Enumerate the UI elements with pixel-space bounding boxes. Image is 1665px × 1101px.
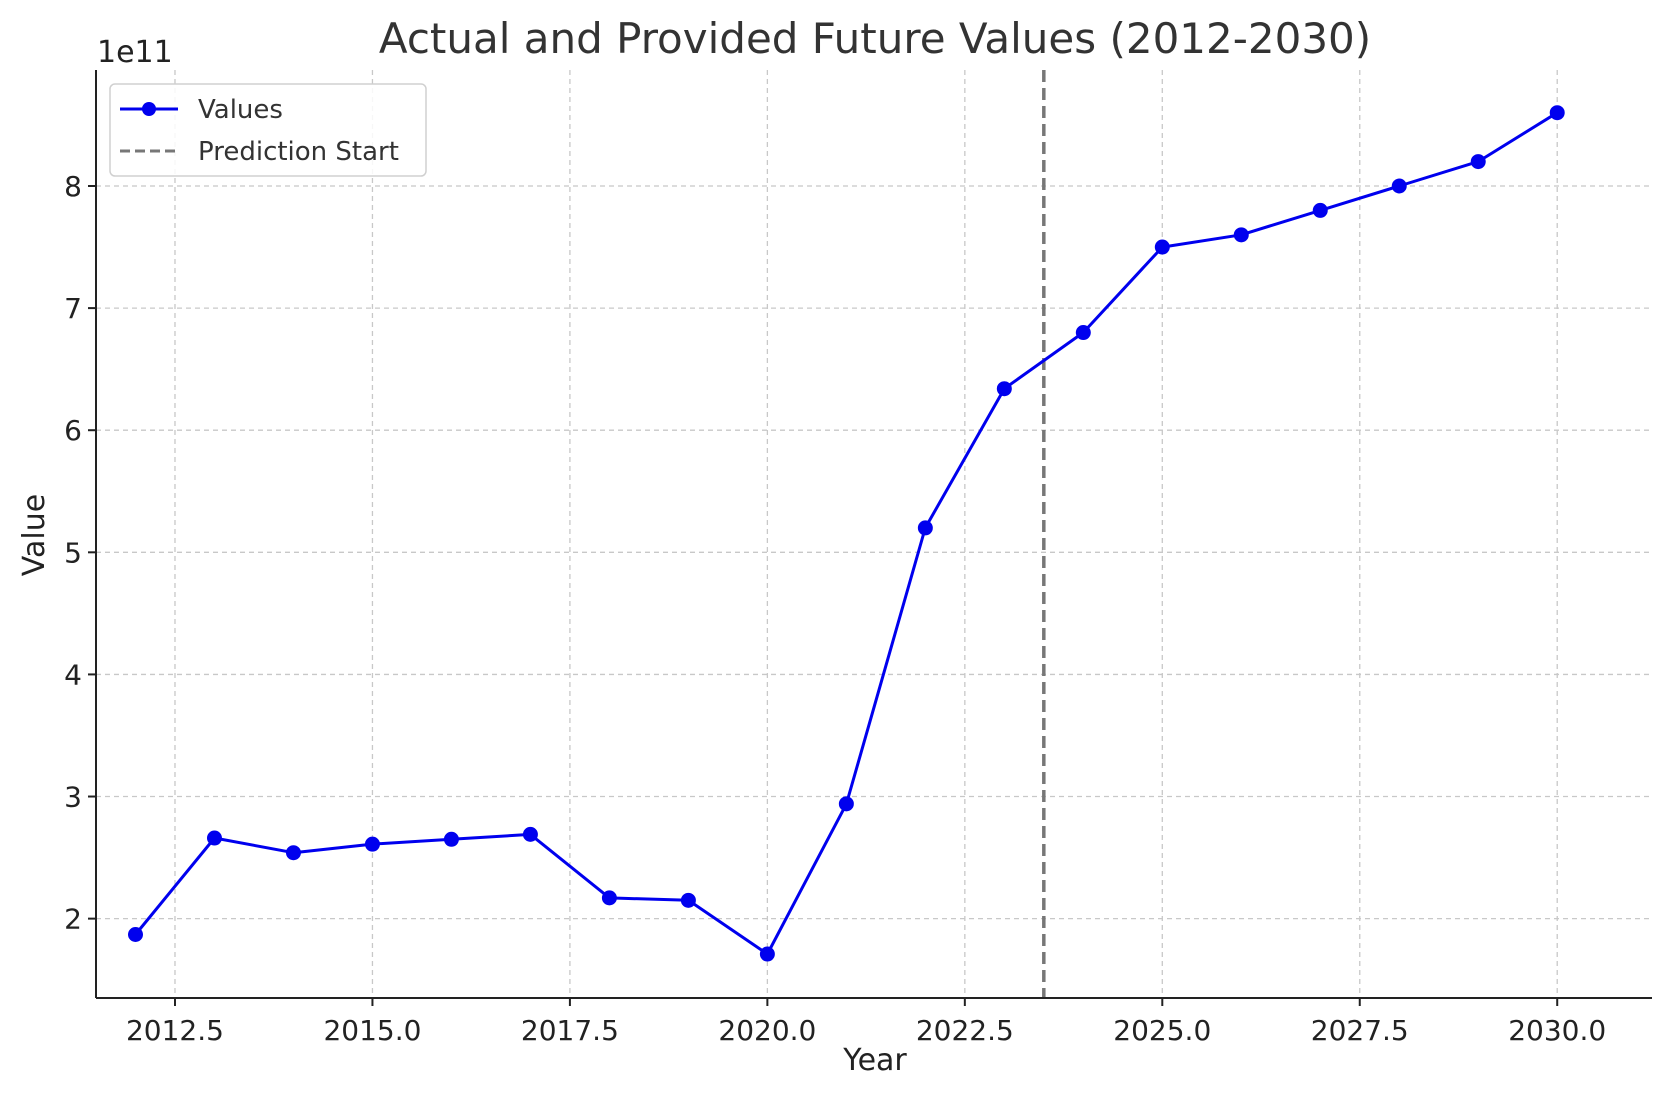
data-point [601,890,617,906]
data-point [1233,227,1249,243]
data-point [1470,154,1486,170]
y-tick-label: 7 [64,292,82,325]
legend-values-marker [142,102,156,116]
series-layer [127,105,1565,962]
x-tick-label: 2015.0 [323,1014,421,1047]
data-point [759,946,775,962]
x-tick-label: 2020.0 [718,1014,816,1047]
x-tick-label: 2027.5 [1311,1014,1409,1047]
data-point [680,892,696,908]
data-point [838,796,854,812]
data-point [1154,239,1170,255]
data-point [285,845,301,861]
x-axis-label: Year [842,1043,907,1078]
y-tick-label: 5 [64,536,82,569]
y-offset-label: 1e11 [97,35,173,70]
grid-lines [96,70,1652,998]
legend-values-label: Values [198,95,283,125]
data-point [1549,105,1565,121]
x-tick-label: 2030.0 [1508,1014,1606,1047]
y-tick-label: 6 [64,414,82,447]
y-tick-label: 8 [64,170,82,203]
x-tick-label: 2022.5 [916,1014,1014,1047]
data-point [917,520,933,536]
chart-title: Actual and Provided Future Values (2012-… [379,14,1371,63]
legend-prediction-label: Prediction Start [198,137,399,167]
data-point [364,836,380,852]
legend-box [109,83,427,177]
data-point [1312,202,1328,218]
values-series-line [134,111,1558,956]
y-tick-label: 3 [64,781,82,814]
data-point [127,927,143,943]
y-tick-label: 2 [64,903,82,936]
data-point [996,381,1012,397]
axes: 2012.5 2015.0 2017.5 2020.0 2022.5 2025.0 2027… [64,70,1652,1047]
x-tick-label: 2025.0 [1113,1014,1211,1047]
x-tick-label: 2017.5 [521,1014,619,1047]
x-tick-label: 2012.5 [126,1014,224,1047]
data-point [1075,325,1091,341]
data-point [522,826,538,842]
data-point [206,830,222,846]
legend: Values Prediction Start [109,83,427,177]
data-point [443,831,459,847]
data-point [1391,178,1407,194]
y-axis-label: Value [17,494,52,576]
y-tick-label: 4 [64,658,82,691]
